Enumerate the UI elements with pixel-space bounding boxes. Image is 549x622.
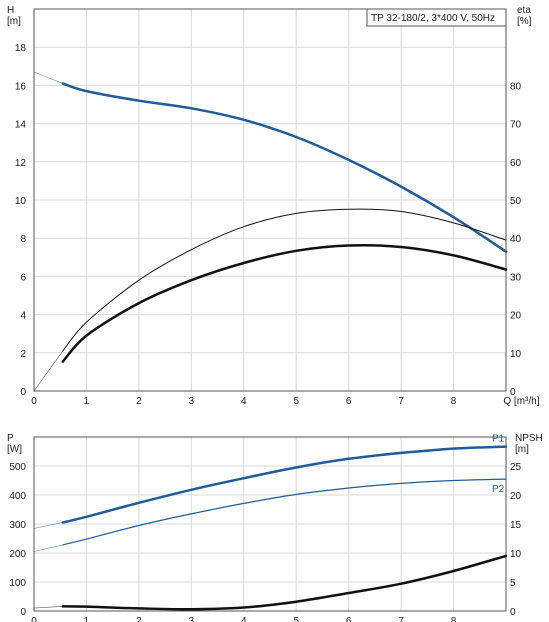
series-p2-extension <box>33 544 64 552</box>
series-efficiency-thin-extension <box>33 350 64 392</box>
left-y-tick-label: 16 <box>15 81 27 92</box>
left-y-axis-label: [W] <box>7 444 22 455</box>
x-axis-label: Q [m³/h] <box>503 396 539 407</box>
x-tick-label: 7 <box>398 396 404 407</box>
right-y-tick-label: 25 <box>510 462 522 473</box>
x-tick-label: 1 <box>84 396 90 407</box>
chart-title-box <box>366 8 507 27</box>
left-y-tick-label: 0 <box>20 387 26 398</box>
x-tick-label: 4 <box>241 616 247 622</box>
right-y-tick-label: 20 <box>510 491 522 502</box>
right-y-axis-label: NPSH <box>515 433 543 444</box>
series-p2-line <box>62 478 507 546</box>
series-efficiency-thick-line <box>61 243 508 363</box>
power-npsh-panel: 0 1 2 3 4 5 6 7 8 0 100 200 300 400 500 0 5 10 15 20 25 P[W] N… <box>7 433 543 622</box>
series-npsh-line <box>61 554 508 611</box>
right-y-tick-label: 5 <box>510 578 516 589</box>
left-y-tick-label: 4 <box>20 311 26 322</box>
right-y-tick-label: 0 <box>510 387 516 398</box>
x-tick-label: 2 <box>136 396 142 407</box>
right-y-axis-label: eta <box>517 5 531 16</box>
series-p2-label: P2 <box>492 484 505 495</box>
plot-frame <box>33 8 507 392</box>
left-y-axis-label: [m] <box>7 16 21 27</box>
x-tick-label: 6 <box>346 616 352 622</box>
left-y-tick-label: 14 <box>15 120 27 131</box>
left-y-tick-label: 0 <box>20 607 26 618</box>
left-y-tick-label: 18 <box>15 43 27 54</box>
x-tick-label: 3 <box>189 616 195 622</box>
left-y-tick-label: 100 <box>9 578 26 589</box>
left-y-tick-label: 400 <box>9 491 26 502</box>
right-y-tick-label: 10 <box>510 349 522 360</box>
series-p1-extension <box>33 522 64 529</box>
x-tick-label: 0 <box>31 616 37 622</box>
left-y-axis-label: H <box>7 5 14 16</box>
series-p1-label: P1 <box>492 434 505 445</box>
right-y-tick-label: 20 <box>510 311 522 322</box>
x-tick-label: 8 <box>451 396 457 407</box>
x-tick-label: 1 <box>84 616 90 622</box>
left-y-axis-label: P <box>7 433 14 444</box>
left-y-tick-label: 2 <box>20 349 26 360</box>
left-y-tick-label: 500 <box>9 462 26 473</box>
left-y-tick-label: 8 <box>20 234 26 245</box>
right-y-tick-label: 80 <box>510 81 522 92</box>
series-head-extension <box>33 71 64 84</box>
right-y-tick-label: 10 <box>510 549 522 560</box>
x-tick-label: 4 <box>241 396 247 407</box>
x-tick-label: 8 <box>451 616 457 622</box>
right-y-tick-label: 0 <box>510 607 516 618</box>
x-tick-label: 7 <box>398 616 404 622</box>
left-y-tick-label: 300 <box>9 520 26 531</box>
right-y-axis-label: [%] <box>517 16 532 27</box>
plot-frame <box>33 436 507 612</box>
left-y-tick-label: 10 <box>15 196 27 207</box>
x-tick-label: 6 <box>346 396 352 407</box>
x-tick-label: 3 <box>189 396 195 407</box>
right-y-tick-label: 50 <box>510 196 522 207</box>
x-tick-label: 2 <box>136 616 142 622</box>
x-tick-label: 0 <box>31 396 37 407</box>
right-y-axis-label: [m] <box>515 444 529 455</box>
x-tick-label: 5 <box>293 396 299 407</box>
series-head-line <box>61 82 508 253</box>
left-y-tick-label: 200 <box>9 549 26 560</box>
right-y-tick-label: 70 <box>510 120 522 131</box>
right-y-tick-label: 40 <box>510 234 522 245</box>
left-y-tick-label: 6 <box>20 272 26 283</box>
x-tick-label: 5 <box>293 616 299 622</box>
right-y-tick-label: 60 <box>510 158 522 169</box>
left-y-tick-label: 12 <box>15 158 27 169</box>
right-y-tick-label: 30 <box>510 272 522 283</box>
chart-title: TP 32-180/2, 3*400 V, 50Hz <box>371 13 495 24</box>
series-npsh-extension <box>33 606 64 609</box>
series-efficiency-thin-line <box>62 208 507 352</box>
series-p1-line <box>61 445 508 524</box>
right-y-tick-label: 15 <box>510 520 522 531</box>
